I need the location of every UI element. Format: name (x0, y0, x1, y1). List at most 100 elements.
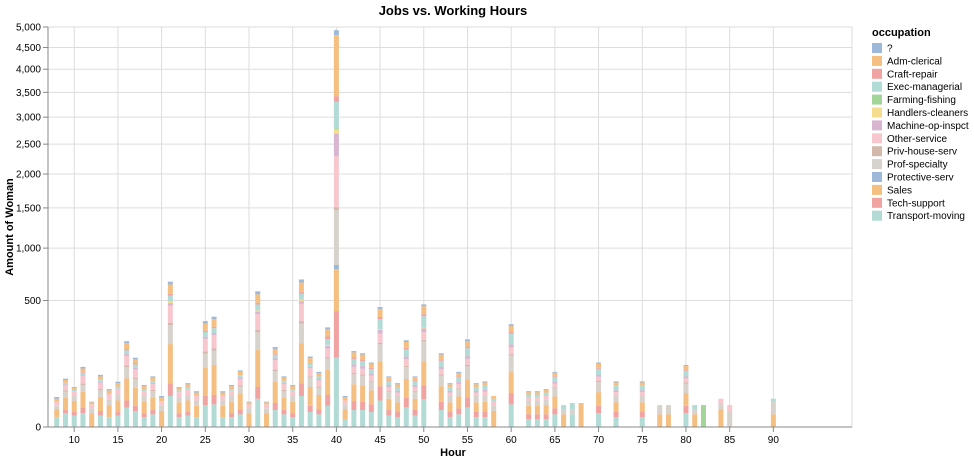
bar-segment (316, 386, 322, 388)
bar-segment (403, 397, 409, 408)
bar-segment (473, 392, 479, 397)
bar-segment (421, 314, 427, 317)
bar-segment (281, 414, 287, 427)
bar-segment (106, 394, 112, 400)
bar-segment (211, 319, 217, 327)
bar-segment (569, 414, 575, 427)
bar-segment (316, 371, 322, 374)
bar-segment (298, 323, 304, 344)
bar-segment (307, 358, 313, 363)
bar-segment (167, 396, 173, 427)
bar-segment (412, 410, 418, 416)
bar-segment (132, 359, 138, 364)
bar-segment (80, 371, 86, 373)
bar-segment (150, 377, 156, 381)
bar-segment (185, 415, 191, 427)
bar-segment (377, 342, 383, 345)
bar-segment (534, 414, 540, 419)
bar-segment (89, 408, 95, 414)
bar-segment (464, 365, 470, 367)
bar-segment (377, 386, 383, 401)
bar-segment (403, 379, 409, 398)
bar-segment (237, 414, 243, 427)
bar-segment (412, 385, 418, 387)
bar-segment (202, 323, 208, 331)
bar-segment (115, 412, 121, 416)
bar-segment (325, 369, 331, 395)
bar-segment (62, 378, 68, 381)
bar-segment (683, 376, 689, 379)
bar-segment (447, 412, 453, 418)
bar-segment (159, 396, 165, 398)
y-axis-label: Amount of Woman (4, 178, 16, 276)
bars-layer (54, 30, 776, 427)
bar-segment (613, 412, 619, 418)
bar-segment (491, 405, 497, 411)
bar-segment (307, 363, 313, 367)
bar-segment (727, 405, 733, 411)
bar-segment (176, 387, 182, 388)
legend-swatch (872, 197, 882, 208)
bar-segment (307, 387, 313, 406)
bar-segment (727, 411, 733, 427)
x-tick-label: 90 (768, 435, 780, 446)
bar-segment (281, 391, 287, 398)
bar-segment (692, 414, 698, 427)
legend-label: Prof-specialty (887, 160, 948, 171)
bar-segment (246, 402, 252, 405)
bar-segment (290, 389, 296, 391)
bar-segment (298, 299, 304, 302)
bar-segment (491, 401, 497, 406)
bar-segment (403, 367, 409, 379)
legend-swatch (872, 68, 882, 79)
bar-segment (80, 375, 86, 377)
bar-segment (438, 374, 444, 376)
bar-segment (229, 385, 235, 387)
bar-segment (438, 410, 444, 427)
bar-segment (543, 392, 549, 397)
bar-segment (246, 401, 252, 403)
chart-title: Jobs vs. Working Hours (379, 3, 528, 18)
bar-segment (220, 405, 226, 418)
bar-segment (386, 376, 392, 378)
bar-segment (464, 407, 470, 427)
bar-segment (333, 265, 339, 270)
bar-segment (141, 386, 147, 390)
y-tick-label: 2,500 (16, 140, 41, 151)
bar-segment (438, 386, 444, 402)
bar-segment (333, 35, 339, 97)
bar-segment (543, 396, 549, 400)
bar-segment (386, 391, 392, 399)
bar-segment (543, 399, 549, 406)
bar-segment (351, 357, 357, 359)
bar-segment (473, 387, 479, 391)
bar-segment (97, 382, 103, 390)
bar-segment (194, 391, 200, 393)
bar-segment (395, 417, 401, 427)
bar-segment (526, 391, 532, 393)
bar-segment (386, 385, 392, 387)
bar-segment (185, 384, 191, 388)
bar-segment (185, 395, 191, 401)
x-tick-label: 75 (637, 435, 649, 446)
bar-segment (124, 367, 130, 379)
bar-segment (526, 405, 532, 415)
bar-segment (342, 400, 348, 405)
y-tick-label: 3,000 (16, 113, 41, 124)
bar-segment (412, 387, 418, 391)
bar-segment (526, 419, 532, 427)
bar-segment (526, 414, 532, 419)
bar-segment (508, 355, 514, 373)
bar-segment (770, 401, 776, 415)
bar-segment (456, 376, 462, 378)
bar-segment (150, 382, 156, 384)
bar-segment (456, 383, 462, 388)
bar-segment (281, 382, 287, 384)
bar-segment (272, 403, 278, 411)
bar-segment (447, 417, 453, 427)
bar-segment (281, 376, 287, 378)
bar-segment (124, 354, 130, 356)
bar-segment (176, 397, 182, 403)
bar-segment (290, 413, 296, 418)
bar-segment (298, 321, 304, 324)
